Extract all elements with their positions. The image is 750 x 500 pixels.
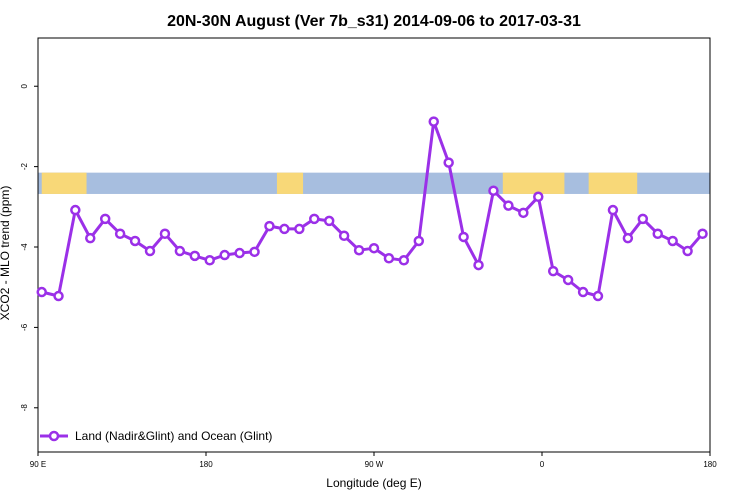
data-point	[652, 228, 663, 239]
legend-label: Land (Nadir&Glint) and Ocean (Glint)	[75, 429, 272, 443]
data-point	[323, 215, 335, 227]
data-point	[577, 286, 589, 298]
data-point	[488, 185, 499, 196]
map-land	[41, 172, 87, 194]
data-point	[70, 204, 81, 216]
chart-title: 20N-30N August (Ver 7b_s31) 2014-09-06 t…	[167, 13, 581, 30]
data-point	[338, 230, 350, 242]
data-point	[249, 246, 260, 258]
data-point	[309, 213, 320, 225]
map-land	[276, 172, 304, 194]
y-axis-label: XCO2 - MLO trend (ppm)	[0, 186, 12, 321]
data-point	[473, 259, 484, 271]
data-point	[428, 116, 439, 127]
data-point	[174, 245, 186, 257]
data-point	[204, 255, 215, 266]
y-axis: 0 -2 -4 -6 -8	[20, 83, 38, 411]
data-point	[547, 265, 559, 277]
data-point	[413, 235, 425, 247]
data-point	[129, 235, 141, 247]
data-point	[219, 249, 230, 261]
data-point	[503, 200, 514, 211]
legend: Land (Nadir&Glint) and Ocean (Glint)	[40, 429, 272, 443]
data-point	[114, 228, 126, 239]
data-point	[353, 244, 365, 256]
y-tick-label: -2	[20, 163, 29, 171]
data-point	[622, 232, 634, 244]
x-tick-label: 0	[540, 460, 545, 469]
data-point	[279, 223, 290, 235]
data-point	[458, 231, 469, 243]
map-land	[588, 172, 638, 194]
x-axis-label: Longitude (deg E)	[326, 476, 421, 490]
x-tick-label: 90 W	[365, 460, 384, 469]
data-point	[533, 191, 544, 203]
series-line	[41, 120, 704, 298]
data-point	[518, 207, 529, 219]
data-point	[85, 232, 96, 244]
data-point	[144, 245, 156, 257]
data-point	[53, 290, 64, 302]
x-tick-label: 90 E	[30, 460, 46, 469]
data-point	[159, 228, 171, 239]
data-point	[234, 247, 245, 259]
series-layer	[36, 116, 708, 302]
world-map-strip	[38, 172, 710, 194]
data-point	[637, 213, 649, 225]
data-point	[562, 274, 574, 286]
data-point	[264, 220, 275, 232]
y-tick-label: -4	[20, 243, 29, 251]
y-tick-label: -8	[20, 404, 29, 412]
y-tick-label: 0	[20, 83, 29, 88]
y-tick-label: -6	[20, 323, 29, 331]
data-point	[443, 157, 454, 168]
data-point	[294, 223, 305, 235]
data-point	[682, 245, 693, 257]
data-point	[189, 250, 201, 262]
x-axis: 90 E 180 90 W 0 180	[30, 452, 717, 469]
data-point	[99, 213, 111, 225]
legend-marker	[48, 430, 60, 442]
map-land	[502, 172, 565, 194]
data-point	[697, 228, 708, 239]
data-point	[36, 286, 47, 298]
data-point	[607, 204, 619, 216]
data-point	[592, 290, 604, 302]
data-point	[398, 255, 410, 266]
x-tick-label: 180	[199, 460, 213, 469]
data-point	[383, 253, 395, 264]
data-point	[368, 242, 380, 254]
x-tick-label: 180	[703, 460, 717, 469]
data-point	[667, 235, 678, 247]
